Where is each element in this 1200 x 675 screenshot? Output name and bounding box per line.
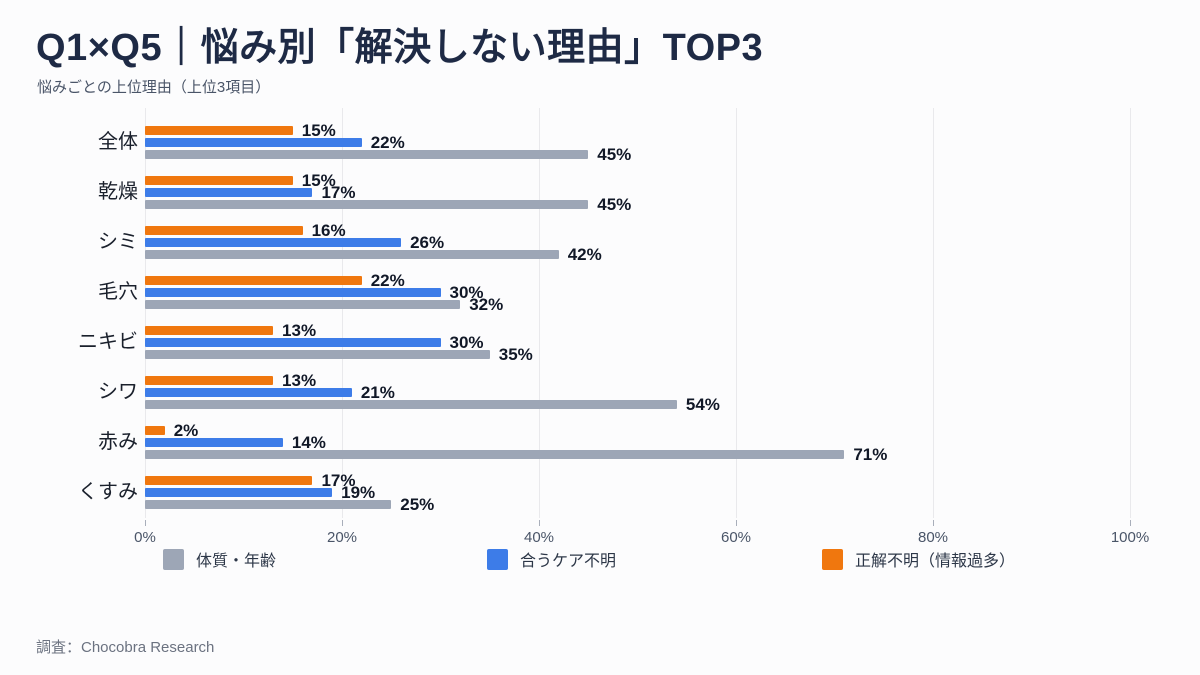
- bar: [145, 326, 274, 335]
- bar: [145, 476, 313, 485]
- bar-value-label: 30%: [449, 333, 484, 352]
- bar-value-label: 15%: [301, 121, 336, 140]
- legend-swatch-icon: [163, 548, 184, 570]
- axis-tick: [145, 520, 146, 526]
- bar: [145, 376, 274, 385]
- gridline-80: [933, 108, 934, 518]
- gridline-40: [539, 108, 540, 518]
- bar-value-label: 21%: [360, 383, 395, 402]
- bar-value-label: 22%: [370, 271, 405, 290]
- bar-value-label: 2%: [173, 421, 199, 440]
- axis-tick: [539, 520, 540, 526]
- bar-value-label: 13%: [282, 321, 317, 340]
- bar: [145, 200, 589, 209]
- category-label: ニキビ: [78, 331, 138, 353]
- bar-value-label: 30%: [449, 283, 484, 302]
- bar: [145, 250, 559, 259]
- source-note: 調査：Chocobra Research: [36, 639, 215, 656]
- bar-value-label: 32%: [469, 295, 504, 314]
- bar-value-label: 54%: [685, 395, 720, 414]
- bar: [145, 500, 392, 509]
- gridline-100: [1130, 108, 1131, 518]
- bar-value-label: 45%: [597, 195, 632, 214]
- bar: [145, 150, 589, 159]
- bar: [145, 288, 441, 297]
- axis-tick-label: 20%: [326, 529, 358, 546]
- axis-tick: [342, 520, 343, 526]
- axis-tick-label: 80%: [917, 529, 949, 546]
- legend-item: 体質・年齢: [163, 548, 276, 570]
- bar: [145, 488, 333, 497]
- bar: [145, 350, 490, 359]
- axis-tick: [933, 520, 934, 526]
- axis-tick-label: 40%: [523, 529, 555, 546]
- category-label: くすみ: [78, 481, 138, 503]
- axis-tick-label: 0%: [134, 529, 156, 546]
- bar-value-label: 26%: [410, 233, 445, 252]
- page-subtitle: 悩みごとの上位理由（上位3項目）: [37, 79, 271, 96]
- bar-value-label: 15%: [301, 171, 336, 190]
- gridline-0: [145, 108, 146, 518]
- bar: [145, 300, 461, 309]
- bar-value-label: 13%: [282, 371, 317, 390]
- legend-item: 合うケア不明: [487, 548, 616, 570]
- category-label: 赤み: [98, 431, 138, 453]
- bar: [145, 188, 313, 197]
- bar-value-label: 22%: [370, 133, 405, 152]
- bar-value-label: 45%: [597, 145, 632, 164]
- legend-swatch-icon: [822, 548, 843, 570]
- bar-value-label: 17%: [321, 471, 356, 490]
- axis-tick: [736, 520, 737, 526]
- page-title: Q1×Q5｜悩み別「解決しない理由」TOP3: [36, 27, 764, 69]
- bar: [145, 388, 352, 397]
- bar: [145, 138, 362, 147]
- category-label: シミ: [98, 231, 138, 253]
- category-label: 乾燥: [98, 181, 138, 203]
- bar: [145, 438, 283, 447]
- bar: [145, 226, 303, 235]
- gridline-20: [342, 108, 343, 518]
- legend-swatch-icon: [487, 548, 508, 570]
- legend-label: 正解不明（情報過多）: [855, 553, 1016, 570]
- bar: [145, 126, 293, 135]
- legend-label: 合うケア不明: [520, 553, 617, 570]
- bar: [145, 238, 402, 247]
- axis-tick-label: 100%: [1110, 529, 1150, 546]
- bar: [145, 176, 293, 185]
- bar-value-label: 17%: [321, 183, 356, 202]
- bar: [145, 400, 677, 409]
- axis-tick-label: 60%: [720, 529, 752, 546]
- bar: [145, 276, 362, 285]
- bar-value-label: 35%: [498, 345, 533, 364]
- legend-item: 正解不明（情報過多）: [822, 548, 1015, 570]
- category-label: 全体: [98, 131, 138, 153]
- bar-value-label: 71%: [853, 445, 888, 464]
- axis-tick: [1130, 520, 1131, 526]
- legend-label: 体質・年齢: [196, 553, 277, 570]
- bar-value-label: 14%: [291, 433, 326, 452]
- bar: [145, 338, 441, 347]
- bar-value-label: 16%: [311, 221, 346, 240]
- bar-value-label: 19%: [341, 483, 376, 502]
- bar: [145, 450, 845, 459]
- gridline-60: [736, 108, 737, 518]
- category-label: シワ: [98, 381, 138, 403]
- category-label: 毛穴: [98, 281, 138, 303]
- bar-value-label: 42%: [567, 245, 602, 264]
- bar: [145, 426, 165, 435]
- bar-value-label: 25%: [400, 495, 435, 514]
